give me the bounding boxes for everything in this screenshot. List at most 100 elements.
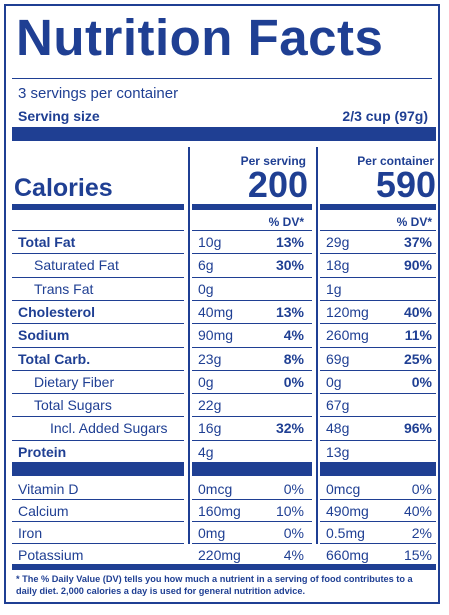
vitamin-serving-amount: 0mcg <box>198 481 233 497</box>
nutrient-container-amount: 67g <box>326 397 350 414</box>
nutrition-label: Nutrition Facts 3 servings per container… <box>4 4 440 604</box>
nutrient-container-amount: 29g <box>326 234 350 250</box>
calories-rule-left <box>12 204 184 210</box>
title-rule <box>12 78 432 79</box>
row-rule <box>320 369 436 371</box>
vitamin-serving-amount: 160mg <box>198 503 241 519</box>
nutrient-serving-amount: 10g <box>198 234 222 250</box>
nutrient-serving-amount: 90mg <box>198 327 234 344</box>
row-rule <box>192 439 312 441</box>
vitamin-container-amount: 0.5mg <box>326 525 365 541</box>
vitamin-serving-dv: 4% <box>283 547 304 563</box>
thick-rule-top <box>12 127 436 141</box>
row-rule <box>192 346 312 348</box>
row-rule <box>12 369 184 371</box>
per-serving-header: Per serving <box>240 154 306 168</box>
vitamin-container-dv: 40% <box>403 503 432 519</box>
row-rule <box>320 393 436 395</box>
row-rule <box>192 521 312 522</box>
nutrient-container-amount: 69g <box>326 350 350 367</box>
row-rule <box>192 393 312 395</box>
row-rule <box>12 499 184 500</box>
thick-rule-bottom <box>12 564 436 570</box>
row-rule <box>192 230 312 231</box>
label-title: Nutrition Facts <box>16 9 384 66</box>
nutrient-name: Trans Fat <box>34 280 94 297</box>
row-rule <box>192 276 312 278</box>
row-rule <box>12 521 184 522</box>
nutrient-container-amount: 18g <box>326 257 350 274</box>
nutrient-container-dv: 11% <box>404 327 432 344</box>
vitamin-serving-dv: 0% <box>283 481 304 497</box>
nutrient-serving-dv: 13% <box>275 234 304 250</box>
nutrient-container-amount: 1g <box>326 280 342 297</box>
serving-size-label: Serving size <box>18 108 100 124</box>
row-rule <box>320 543 436 544</box>
row-rule <box>12 543 184 544</box>
nutrient-container-amount: 120mg <box>326 303 369 320</box>
vitamin-serving-amount: 0mg <box>198 525 226 541</box>
nutrient-container-dv: 0% <box>411 373 432 390</box>
calories-rule-mid <box>192 204 312 210</box>
nutrient-container-dv: 90% <box>403 257 432 274</box>
nutrient-container-dv: 40% <box>403 303 432 320</box>
row-rule <box>12 439 184 441</box>
nutrient-serving-amount: 22g <box>198 397 222 414</box>
nutrient-container-amount: 260mg <box>326 327 369 344</box>
row-rule <box>320 230 436 231</box>
thick-rule-vitamins-mid <box>192 462 312 476</box>
dv-header-container: % DV* <box>396 215 432 229</box>
row-rule <box>12 393 184 395</box>
nutrient-container-dv: 25% <box>403 350 432 367</box>
row-rule <box>192 323 312 325</box>
nutrient-serving-dv: 32% <box>275 420 304 437</box>
vitamin-container-dv: 0% <box>411 481 432 497</box>
row-rule <box>320 323 436 325</box>
vitamin-container-dv: 2% <box>411 525 432 541</box>
row-rule <box>12 253 184 255</box>
nutrient-name: Saturated Fat <box>34 257 119 274</box>
row-rule <box>192 543 312 544</box>
nutrient-serving-amount: 16g <box>198 420 222 437</box>
row-rule <box>192 299 312 301</box>
vitamin-name: Vitamin D <box>18 481 79 497</box>
nutrient-serving-dv: 4% <box>283 327 304 344</box>
dv-header-serving: % DV* <box>268 215 304 229</box>
nutrient-name: Dietary Fiber <box>34 373 115 390</box>
nutrient-container-amount: 13g <box>326 443 350 460</box>
nutrient-container-dv: 96% <box>403 420 432 437</box>
vitamin-container-amount: 660mg <box>326 547 369 563</box>
nutrient-container-dv: 37% <box>403 234 432 250</box>
vitamin-serving-dv: 10% <box>275 503 304 519</box>
servings-per-container: 3 servings per container <box>18 85 179 102</box>
vitamin-container-amount: 0mcg <box>326 481 361 497</box>
nutrient-name: Sodium <box>18 327 70 344</box>
nutrient-container-amount: 0g <box>326 373 342 390</box>
nutrient-serving-amount: 6g <box>198 257 214 274</box>
row-rule <box>320 276 436 278</box>
vitamin-container-dv: 15% <box>403 547 432 563</box>
nutrient-name: Total Fat <box>18 234 76 250</box>
nutrient-name: Protein <box>18 443 67 460</box>
nutrient-name: Total Carb. <box>18 350 91 367</box>
nutrient-serving-amount: 0g <box>198 280 214 297</box>
row-rule <box>12 230 184 231</box>
nutrient-serving-amount: 40mg <box>198 303 234 320</box>
calories-rule-right <box>320 204 436 210</box>
row-rule <box>320 346 436 348</box>
row-rule <box>192 499 312 500</box>
row-rule <box>12 346 184 348</box>
column-divider-left <box>188 147 190 544</box>
nutrient-serving-dv: 30% <box>275 257 304 274</box>
row-rule <box>320 299 436 301</box>
vitamin-serving-amount: 220mg <box>198 547 241 563</box>
nutrient-serving-amount: 4g <box>198 443 214 460</box>
nutrient-container-amount: 48g <box>326 420 350 437</box>
thick-rule-vitamins-right <box>320 462 436 476</box>
row-rule <box>320 499 436 500</box>
nutrient-name: Incl. Added Sugars <box>50 420 168 437</box>
thick-rule-vitamins-left <box>12 462 184 476</box>
vitamin-name: Potassium <box>18 547 84 563</box>
footnote: * The % Daily Value (DV) tells you how m… <box>16 574 413 596</box>
row-rule <box>320 521 436 522</box>
